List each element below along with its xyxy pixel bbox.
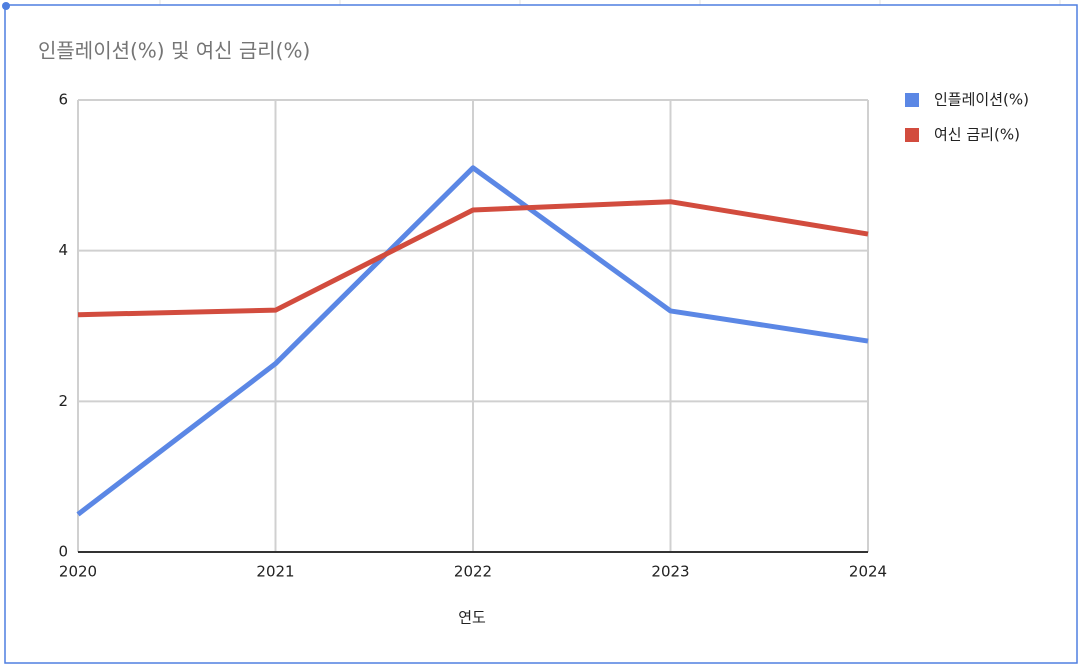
x-tick-label: 2022 (454, 563, 492, 581)
legend-label: 여신 금리(%) (934, 126, 1020, 144)
y-tick-label: 4 (58, 241, 68, 259)
y-tick-label: 0 (58, 543, 68, 561)
chart-title: 인플레이션(%) 및 여신 금리(%) (38, 39, 310, 63)
legend-label: 인플레이션(%) (934, 91, 1029, 109)
series-line (77, 199, 869, 318)
chart-frame[interactable] (4, 4, 1078, 664)
y-tick-label: 6 (58, 91, 68, 109)
x-tick-label: 2021 (256, 563, 294, 581)
x-tick-label: 2020 (59, 563, 97, 581)
sheet-grid (159, 0, 1061, 5)
x-tick-label: 2024 (849, 563, 887, 581)
legend-swatch (905, 93, 919, 107)
x-tick-label: 2023 (651, 563, 689, 581)
y-tick-label: 2 (58, 392, 68, 410)
x-axis-label: 연도 (458, 609, 486, 627)
legend-swatch (905, 128, 919, 142)
series-line (76, 165, 869, 517)
handle (2, 2, 10, 10)
